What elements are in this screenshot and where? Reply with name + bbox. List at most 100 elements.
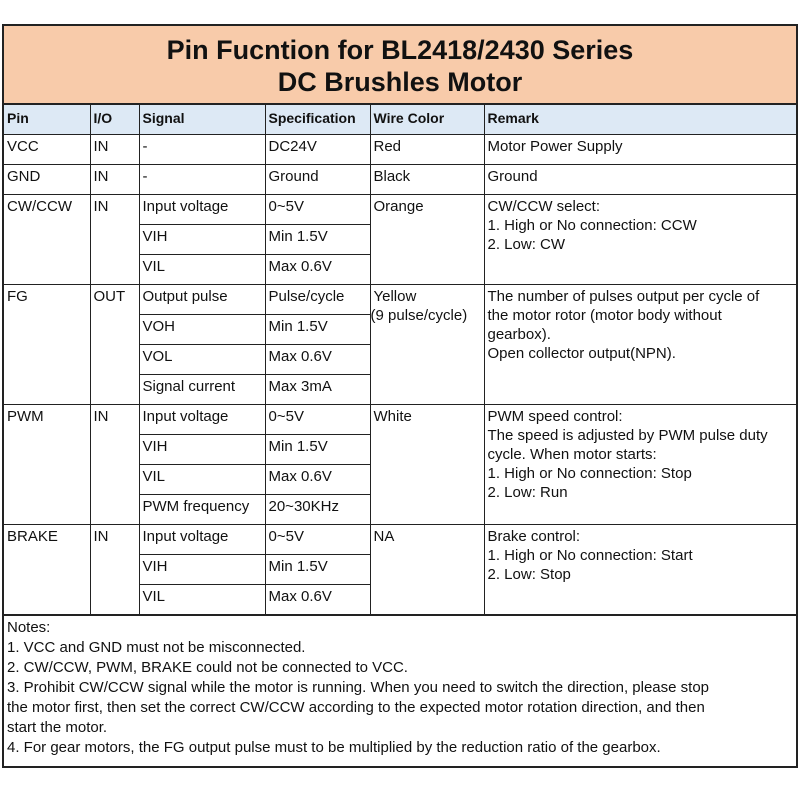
header-row: Pin I/O Signal Specification Wire Color … — [4, 105, 796, 135]
wire-color: Yellow (9 pulse/cycle) — [369, 284, 485, 405]
title-line-2: DC Brushles Motor — [277, 67, 523, 97]
io: IN — [89, 164, 140, 195]
wire-color: Black — [369, 164, 485, 195]
remark-line: The speed is adjusted by PWM pulse duty — [487, 427, 768, 444]
remark-line: CW/CCW select: — [487, 198, 601, 215]
signal: Input voltage — [138, 194, 266, 225]
spec: Min 1.5V — [264, 314, 370, 345]
pin: FG — [4, 284, 91, 405]
notes-heading: Notes: — [7, 619, 51, 636]
wire-line: (9 pulse/cycle) — [370, 307, 468, 324]
spec: 0~5V — [264, 404, 371, 435]
remark-line: PWM speed control: — [487, 408, 623, 425]
pin-function-table: Pin Fucntion for BL2418/2430 Series DC B… — [2, 24, 798, 768]
spec: 20~30KHz — [264, 494, 370, 525]
remark-line: 1. High or No connection: Start — [487, 547, 693, 564]
spec: Max 0.6V — [264, 464, 370, 495]
table-subrow: Signal current Max 3mA — [4, 374, 796, 405]
wire-line: Yellow — [373, 288, 417, 305]
note-line: 2. CW/CCW, PWM, BRAKE could not be conne… — [7, 659, 408, 676]
wire-color: NA — [369, 524, 485, 615]
signal: - — [138, 134, 266, 165]
signal: Output pulse — [138, 284, 266, 315]
table-subrow: VIL Max 0.6V — [4, 584, 796, 615]
remark-line: 1. High or No connection: Stop — [487, 465, 692, 482]
signal: VIL — [139, 464, 266, 495]
spec: Max 3mA — [264, 374, 370, 405]
io: IN — [89, 134, 140, 165]
signal: VOH — [139, 314, 266, 345]
remark-line: 2. Low: CW — [487, 236, 566, 253]
io: IN — [89, 404, 140, 525]
remark: The number of pulses output per cycle of… — [483, 284, 796, 405]
table-row: CW/CCW IN Input voltage 0~5V Orange CW/C… — [4, 194, 796, 285]
header-pin: Pin — [4, 105, 91, 135]
notes-section: Notes: 1. VCC and GND must not be miscon… — [4, 615, 796, 766]
spec: Max 0.6V — [264, 584, 370, 615]
signal: PWM frequency — [139, 494, 266, 525]
io: OUT — [89, 284, 140, 405]
io: IN — [89, 194, 140, 285]
note-line: start the motor. — [7, 719, 108, 736]
signal: VIH — [139, 554, 266, 585]
pin: CW/CCW — [4, 194, 91, 285]
table-subrow: VIH Min 1.5V — [4, 434, 796, 465]
remark-line: gearbox). — [487, 326, 551, 343]
table-row: VCC IN - DC24V Red Motor Power Supply — [4, 134, 796, 165]
spec: Max 0.6V — [264, 344, 370, 375]
signal: VIH — [139, 434, 266, 465]
table-title: Pin Fucntion for BL2418/2430 Series DC B… — [4, 26, 796, 105]
spec: 0~5V — [264, 524, 371, 555]
remark-line: Open collector output(NPN). — [487, 345, 676, 362]
remark: Ground — [483, 164, 796, 195]
signal: VIH — [139, 224, 266, 255]
remark: Motor Power Supply — [483, 134, 796, 165]
pin: GND — [4, 164, 91, 195]
header-io: I/O — [89, 105, 140, 135]
signal: Input voltage — [138, 404, 266, 435]
table-subrow: VIL Max 0.6V — [4, 464, 796, 495]
spec: Pulse/cycle — [264, 284, 371, 315]
table-subrow: PWM frequency 20~30KHz — [4, 494, 796, 525]
spec: Min 1.5V — [264, 434, 370, 465]
io: IN — [89, 524, 140, 615]
signal: VOL — [139, 344, 266, 375]
remark: CW/CCW select: 1. High or No connection:… — [483, 194, 796, 285]
remark-line: 2. Low: Run — [487, 484, 568, 501]
remark-line: 1. High or No connection: CCW — [487, 217, 697, 234]
signal: Signal current — [139, 374, 266, 405]
spec: Ground — [264, 164, 371, 195]
spec: DC24V — [264, 134, 371, 165]
remark-line: Brake control: — [487, 528, 581, 545]
remark-line: cycle. When motor starts: — [487, 446, 657, 463]
header-remark: Remark — [483, 105, 796, 135]
wire-color: Orange — [369, 194, 485, 285]
note-line: 3. Prohibit CW/CCW signal while the moto… — [7, 679, 709, 696]
note-line: 1. VCC and GND must not be misconnected. — [7, 639, 306, 656]
note-line: 4. For gear motors, the FG output pulse … — [7, 739, 661, 756]
header-signal: Signal — [138, 105, 266, 135]
header-spec: Specification — [264, 105, 371, 135]
remark-line: the motor rotor (motor body without — [487, 307, 722, 324]
table-row: FG OUT Output pulse Pulse/cycle Yellow (… — [4, 284, 796, 405]
table-subrow: VIH Min 1.5V — [4, 224, 796, 255]
pin: PWM — [4, 404, 91, 525]
wire-color: Red — [369, 134, 485, 165]
spec: 0~5V — [264, 194, 371, 225]
remark: Brake control: 1. High or No connection:… — [483, 524, 796, 615]
table-subrow: VOL Max 0.6V — [4, 344, 796, 375]
signal: VIL — [139, 254, 266, 285]
pin: BRAKE — [4, 524, 91, 615]
header-wire: Wire Color — [369, 105, 485, 135]
spec: Min 1.5V — [264, 224, 370, 255]
title-line-1: Pin Fucntion for BL2418/2430 Series — [166, 35, 634, 65]
table-row: PWM IN Input voltage 0~5V White PWM spee… — [4, 404, 796, 525]
signal: Input voltage — [138, 524, 266, 555]
pin-table: Pin I/O Signal Specification Wire Color … — [4, 105, 796, 615]
table-row: BRAKE IN Input voltage 0~5V NA Brake con… — [4, 524, 796, 615]
signal: VIL — [139, 584, 266, 615]
remark: PWM speed control: The speed is adjusted… — [483, 404, 796, 525]
table-row: GND IN - Ground Black Ground — [4, 164, 796, 195]
table-subrow: VIH Min 1.5V — [4, 554, 796, 585]
remark-line: The number of pulses output per cycle of — [487, 288, 760, 305]
